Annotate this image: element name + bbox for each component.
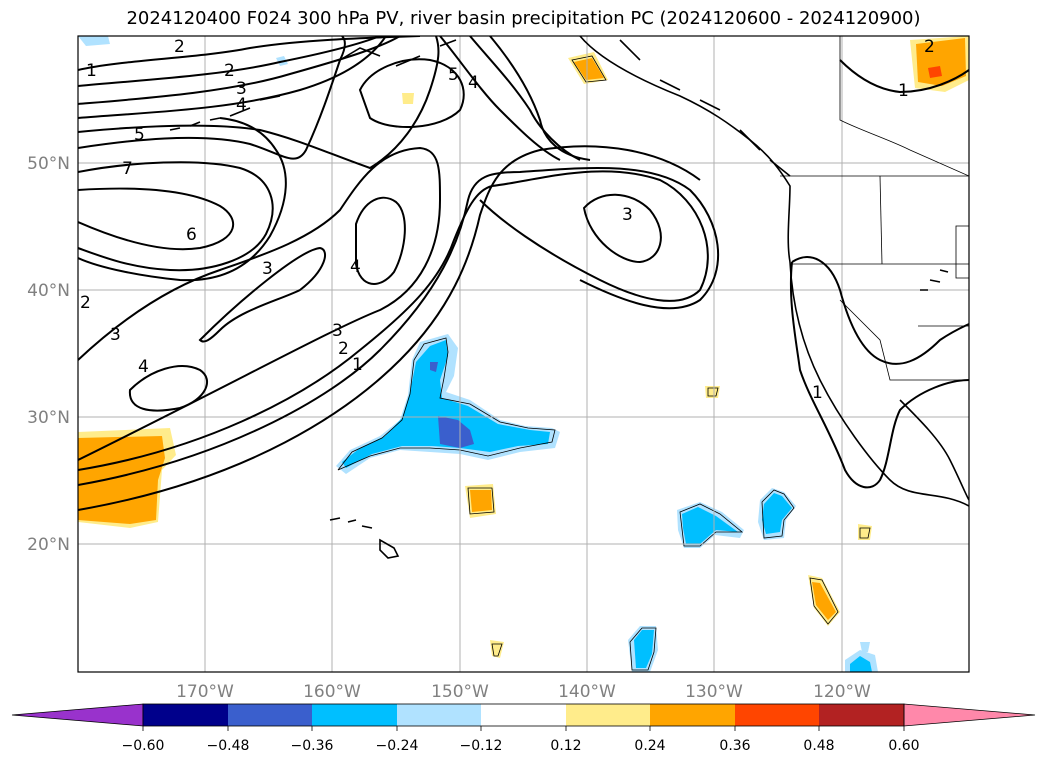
contour-label: 3 [236, 79, 247, 99]
colorbar-swatch [397, 704, 481, 726]
contour-label: 2 [80, 293, 91, 313]
lon-label: 170°W [176, 682, 234, 702]
colorbar-label: −0.60 [122, 738, 165, 754]
lat-label: 50°N [27, 154, 70, 174]
colorbar-label: −0.48 [207, 738, 250, 754]
contour-label: 3 [332, 321, 343, 341]
colorbar-label: 0.24 [634, 738, 665, 754]
contour-labels: 2 2 3 4 5 7 6 3 2 3 4 3 2 1 4 5 4 3 2 1 … [80, 37, 935, 403]
precip-outlines [337, 55, 871, 671]
colorbar-label: −0.12 [460, 738, 503, 754]
contour-label: 5 [448, 65, 459, 85]
contour-label: 2 [338, 339, 349, 359]
colorbar-extend-high [903, 703, 1036, 727]
contour-label: 3 [110, 325, 121, 345]
contour-label: 4 [468, 73, 479, 93]
lat-labels: 50°N 40°N 30°N 20°N [27, 154, 70, 555]
colorbar-swatch [481, 704, 566, 726]
colorbar-swatch [650, 704, 735, 726]
map-frame [77, 35, 970, 673]
lon-label: 140°W [558, 682, 616, 702]
lon-label: 150°W [431, 682, 489, 702]
lon-label: 120°W [813, 682, 871, 702]
colorbar-ticks [142, 726, 905, 731]
lon-label: 130°W [685, 682, 743, 702]
contour-label: 2 [224, 61, 235, 81]
colorbar-label: 0.60 [888, 738, 919, 754]
lon-labels: 170°W 160°W 150°W 140°W 130°W 120°W [176, 682, 871, 702]
colorbar-swatch [143, 704, 228, 726]
colorbar-swatch [819, 704, 904, 726]
colorbar-extend-low [11, 703, 144, 727]
colorbar-swatch [228, 704, 312, 726]
lat-label: 30°N [27, 408, 70, 428]
colorbar-label: −0.36 [291, 738, 334, 754]
map-content: 2 2 3 4 5 7 6 3 2 3 4 3 2 1 4 5 4 3 2 1 … [78, 36, 969, 672]
colorbar-label: −0.24 [376, 738, 419, 754]
political-borders [780, 36, 969, 381]
map-background [78, 36, 969, 672]
contour-label: 1 [352, 355, 363, 375]
colorbar-swatch [566, 704, 650, 726]
colorbar: −0.60 −0.48 −0.36 −0.24 −0.12 0.12 0.24 … [11, 703, 1036, 754]
lon-label: 160°W [303, 682, 361, 702]
colorbar-swatch [312, 704, 397, 726]
colorbar-labels: −0.60 −0.48 −0.36 −0.24 −0.12 0.12 0.24 … [122, 738, 920, 754]
contour-label: 4 [236, 95, 247, 115]
contour-label: 7 [122, 159, 133, 179]
contour-label: 6 [186, 225, 197, 245]
contour-label: 5 [134, 125, 145, 145]
contour-label: 1 [86, 61, 97, 81]
colorbar-label: 0.36 [719, 738, 750, 754]
map-title: 2024120400 F024 300 hPa PV, river basin … [126, 8, 921, 29]
contour-label: 1 [812, 383, 823, 403]
contour-label: 4 [138, 357, 149, 377]
pv-contours [78, 36, 969, 511]
coastlines [169, 36, 969, 559]
lat-label: 20°N [27, 535, 70, 555]
contour-label: 3 [262, 259, 273, 279]
contour-label: 2 [174, 37, 185, 57]
gridlines [78, 36, 969, 672]
contour-label: 4 [350, 257, 361, 277]
colorbar-label: 0.12 [550, 738, 581, 754]
contour-label: 1 [898, 81, 909, 101]
contour-label: 3 [622, 205, 633, 225]
precip-negative-areas [78, 36, 878, 672]
colorbar-swatch [735, 704, 819, 726]
lat-label: 40°N [27, 281, 70, 301]
colorbar-label: 0.48 [803, 738, 834, 754]
colorbar-frame [142, 703, 905, 727]
precip-positive-areas [78, 36, 969, 658]
contour-label: 2 [924, 37, 935, 57]
